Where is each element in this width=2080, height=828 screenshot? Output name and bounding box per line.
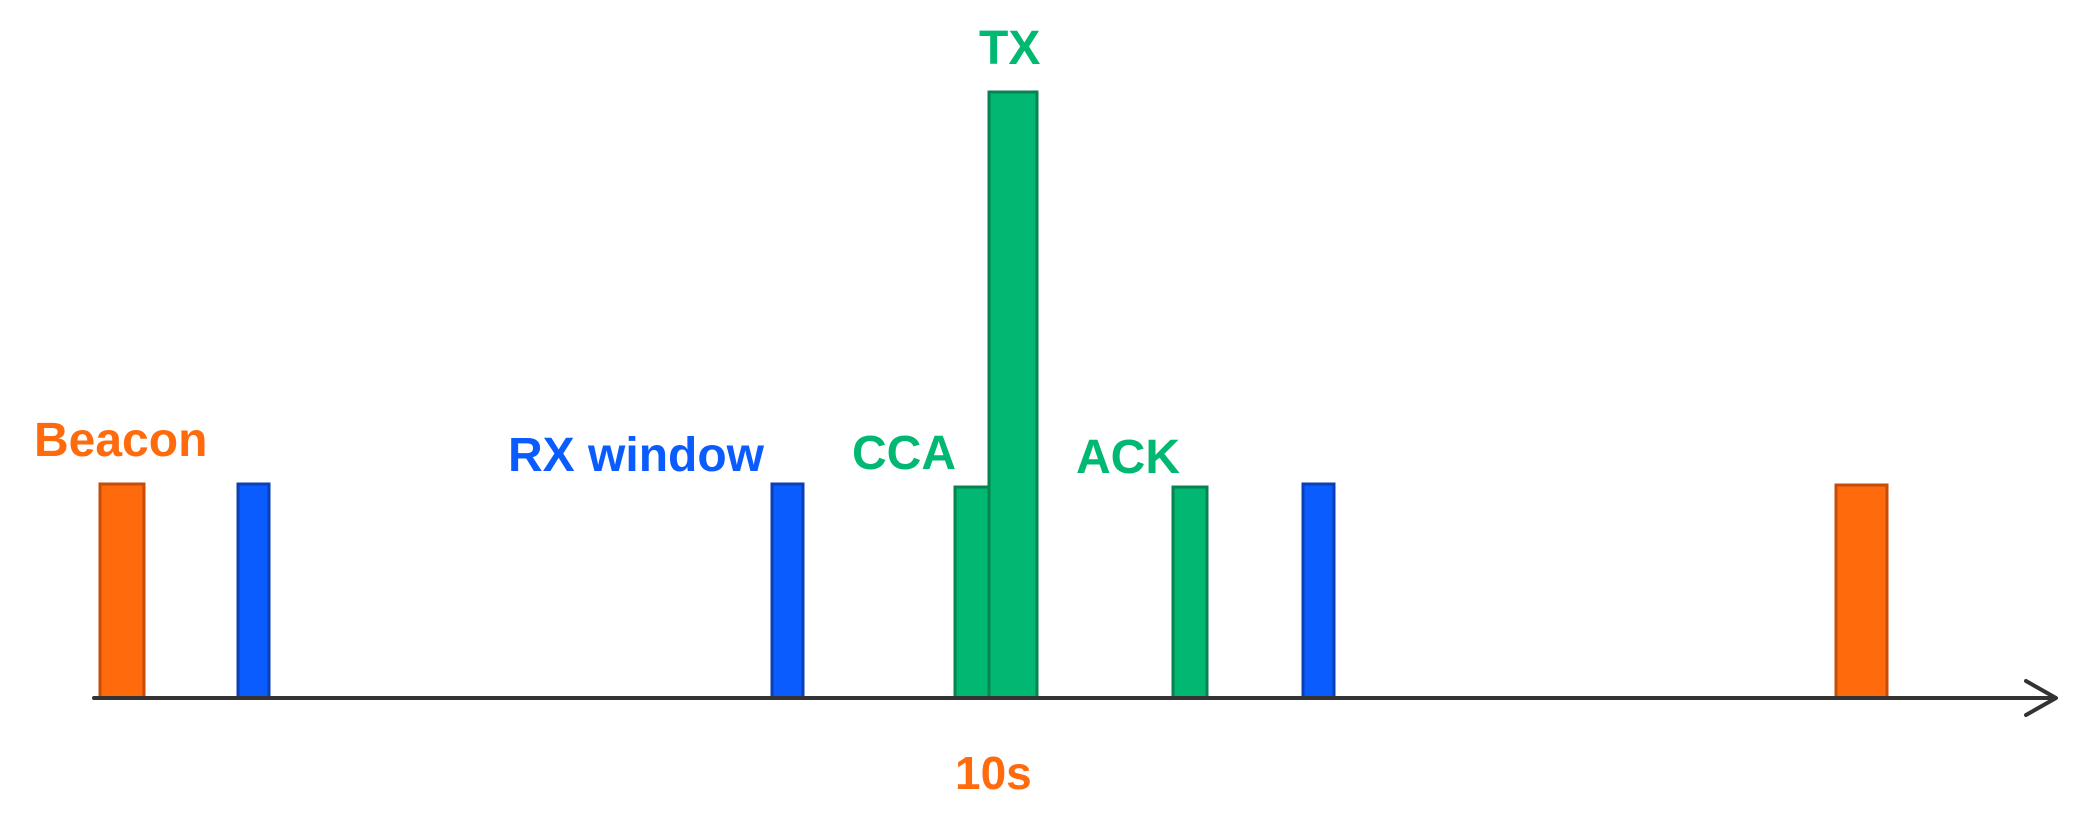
beacon-pulse-start bbox=[98, 482, 146, 700]
rx-window-pulse-2 bbox=[770, 482, 805, 700]
pulses bbox=[98, 90, 1889, 700]
tx-label: TX bbox=[979, 22, 1040, 75]
tx-pulse bbox=[987, 90, 1039, 700]
time-axis bbox=[92, 679, 2058, 717]
time-axis-arrowhead bbox=[2024, 679, 2058, 717]
ack-label: ACK bbox=[1076, 431, 1180, 484]
rx-window-label: RX window bbox=[508, 429, 765, 482]
beacon-label: Beacon bbox=[34, 414, 207, 467]
rx-window-pulse-3 bbox=[1301, 482, 1336, 700]
cca-pulse bbox=[953, 485, 991, 700]
beacon-pulse-end bbox=[1834, 483, 1889, 700]
rx-window-pulse-1 bbox=[236, 482, 271, 700]
cca-label: CCA bbox=[852, 427, 956, 480]
period-label: 10s bbox=[955, 747, 1032, 799]
ack-pulse bbox=[1171, 485, 1209, 700]
